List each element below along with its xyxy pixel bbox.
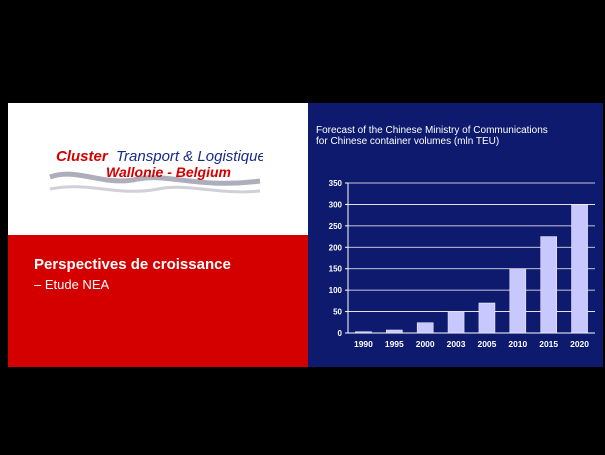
bar-2005 bbox=[478, 302, 496, 334]
logo-cluster-text: Cluster bbox=[56, 148, 109, 165]
bar-chart: 0 50 100 150 200 250 300 350 1990 1995 2000 2003 200… bbox=[329, 179, 595, 349]
logo-wallonie-text: Wallonie - Belgium bbox=[106, 164, 231, 180]
x-tick-label: 2020 bbox=[570, 339, 589, 349]
x-tick-label: 2010 bbox=[508, 339, 527, 349]
title-panel: Perspectives de croissance – Etude NEA bbox=[8, 235, 308, 367]
bar-1990 bbox=[355, 331, 372, 334]
bar-2003 bbox=[447, 311, 465, 334]
x-tick-label: 2005 bbox=[477, 339, 496, 349]
bar-2020 bbox=[571, 204, 588, 334]
x-tick-label: 1995 bbox=[385, 339, 404, 349]
chart-title: Forecast of the Chinese Ministry of Comm… bbox=[316, 125, 601, 147]
logo-panel: Cluster Transport & Logistique Wallonie … bbox=[8, 103, 308, 235]
y-tick-label: 0 bbox=[338, 329, 343, 338]
slide-title: Perspectives de croissance bbox=[34, 256, 231, 273]
y-tick-label: 50 bbox=[333, 308, 342, 317]
bar-2000 bbox=[416, 322, 434, 334]
chart-title-line1: Forecast of the Chinese Ministry of Comm… bbox=[316, 125, 548, 136]
y-tick-label: 350 bbox=[329, 179, 343, 188]
y-tick-label: 150 bbox=[329, 265, 343, 274]
x-tick-label: 2000 bbox=[416, 339, 435, 349]
cluster-logo: Cluster Transport & Logistique Wallonie … bbox=[49, 148, 263, 194]
y-tick-label: 250 bbox=[329, 222, 343, 231]
x-tick-label: 1990 bbox=[354, 339, 373, 349]
bar-2015 bbox=[540, 236, 557, 334]
y-tick-label: 100 bbox=[329, 286, 343, 295]
bar-2010 bbox=[509, 268, 527, 334]
x-tick-label: 2015 bbox=[539, 339, 558, 349]
slide: Cluster Transport & Logistique Wallonie … bbox=[8, 103, 603, 367]
y-tick-label: 300 bbox=[329, 200, 343, 209]
chart-title-line2: for Chinese container volumes (mln TEU) bbox=[316, 136, 500, 147]
slide-subtitle: – Etude NEA bbox=[34, 277, 110, 292]
y-tick-label: 200 bbox=[329, 243, 343, 252]
bar-1995 bbox=[386, 329, 403, 334]
logo-transport-text: Transport & Logistique bbox=[116, 148, 263, 165]
x-tick-label: 2003 bbox=[447, 339, 466, 349]
chart-panel: Forecast of the Chinese Ministry of Comm… bbox=[308, 103, 603, 367]
